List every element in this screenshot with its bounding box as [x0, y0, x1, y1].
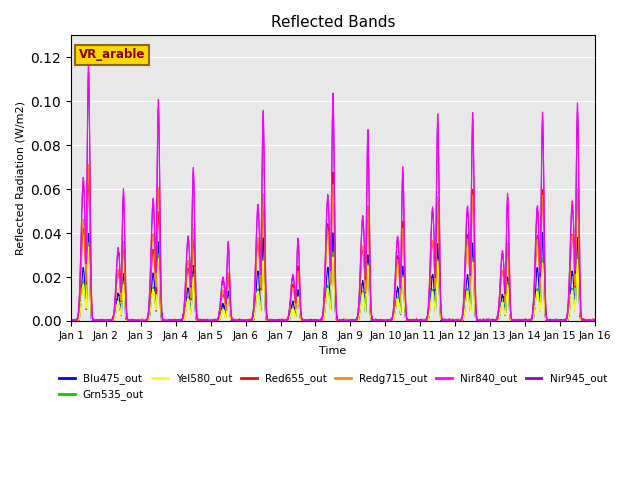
Redg715_out — [591, 318, 598, 324]
Red655_out — [591, 318, 598, 324]
Nir945_out — [480, 318, 488, 324]
Grn535_out — [421, 317, 429, 323]
Nir945_out — [314, 318, 321, 324]
Line: Nir840_out: Nir840_out — [71, 60, 595, 321]
X-axis label: Time: Time — [319, 346, 346, 356]
Blu475_out — [591, 318, 598, 324]
Nir840_out — [591, 318, 598, 324]
Line: Nir945_out: Nir945_out — [71, 72, 595, 321]
Yel580_out — [314, 318, 321, 324]
Blu475_out — [591, 318, 598, 324]
Nir840_out — [314, 318, 321, 324]
Yel580_out — [68, 318, 76, 324]
Nir840_out — [591, 318, 598, 324]
Redg715_out — [84, 162, 92, 168]
Nir840_out — [451, 317, 458, 323]
Red655_out — [313, 318, 321, 324]
Line: Redg715_out: Redg715_out — [71, 165, 595, 321]
Red655_out — [329, 169, 337, 175]
Legend: Blu475_out, Grn535_out, Yel580_out, Red655_out, Redg715_out, Nir840_out, Nir945_: Blu475_out, Grn535_out, Yel580_out, Red6… — [55, 369, 611, 405]
Grn535_out — [84, 240, 92, 245]
Red655_out — [161, 318, 169, 324]
Nir945_out — [161, 317, 169, 323]
Redg715_out — [480, 318, 488, 324]
Line: Yel580_out: Yel580_out — [71, 247, 595, 321]
Nir840_out — [421, 318, 429, 324]
Nir840_out — [161, 318, 169, 324]
Yel580_out — [84, 244, 92, 250]
Redg715_out — [314, 318, 321, 324]
Blu475_out — [539, 229, 547, 235]
Blu475_out — [421, 317, 429, 323]
Grn535_out — [591, 317, 598, 323]
Redg715_out — [590, 317, 598, 323]
Nir840_out — [480, 318, 488, 324]
Grn535_out — [590, 318, 598, 324]
Grn535_out — [161, 318, 169, 324]
Blu475_out — [480, 318, 488, 324]
Y-axis label: Reflected Radiation (W/m2): Reflected Radiation (W/m2) — [15, 101, 25, 255]
Yel580_out — [591, 318, 598, 324]
Redg715_out — [67, 318, 75, 324]
Line: Grn535_out: Grn535_out — [71, 242, 595, 321]
Nir840_out — [67, 317, 75, 323]
Title: Reflected Bands: Reflected Bands — [271, 15, 395, 30]
Red655_out — [67, 318, 75, 324]
Red655_out — [421, 317, 429, 323]
Nir840_out — [68, 318, 76, 324]
Nir840_out — [84, 57, 92, 63]
Yel580_out — [480, 318, 488, 324]
Nir945_out — [67, 318, 75, 324]
Text: VR_arable: VR_arable — [79, 48, 145, 61]
Red655_out — [451, 318, 458, 324]
Blu475_out — [68, 318, 76, 324]
Nir945_out — [451, 318, 458, 324]
Yel580_out — [421, 318, 429, 324]
Red655_out — [480, 316, 488, 322]
Blu475_out — [161, 318, 169, 324]
Yel580_out — [161, 318, 169, 324]
Grn535_out — [67, 318, 75, 324]
Nir945_out — [590, 318, 598, 324]
Grn535_out — [451, 318, 458, 324]
Yel580_out — [591, 318, 598, 324]
Grn535_out — [480, 318, 488, 324]
Blu475_out — [314, 318, 321, 324]
Nir945_out — [84, 69, 92, 74]
Blu475_out — [451, 317, 458, 323]
Yel580_out — [451, 318, 458, 324]
Redg715_out — [451, 317, 458, 323]
Redg715_out — [421, 317, 429, 323]
Nir945_out — [421, 318, 429, 324]
Line: Blu475_out: Blu475_out — [71, 232, 595, 321]
Grn535_out — [314, 318, 321, 324]
Blu475_out — [67, 318, 75, 324]
Nir945_out — [591, 318, 598, 324]
Line: Red655_out: Red655_out — [71, 172, 595, 321]
Yel580_out — [67, 317, 75, 323]
Red655_out — [590, 318, 598, 324]
Redg715_out — [161, 318, 169, 324]
